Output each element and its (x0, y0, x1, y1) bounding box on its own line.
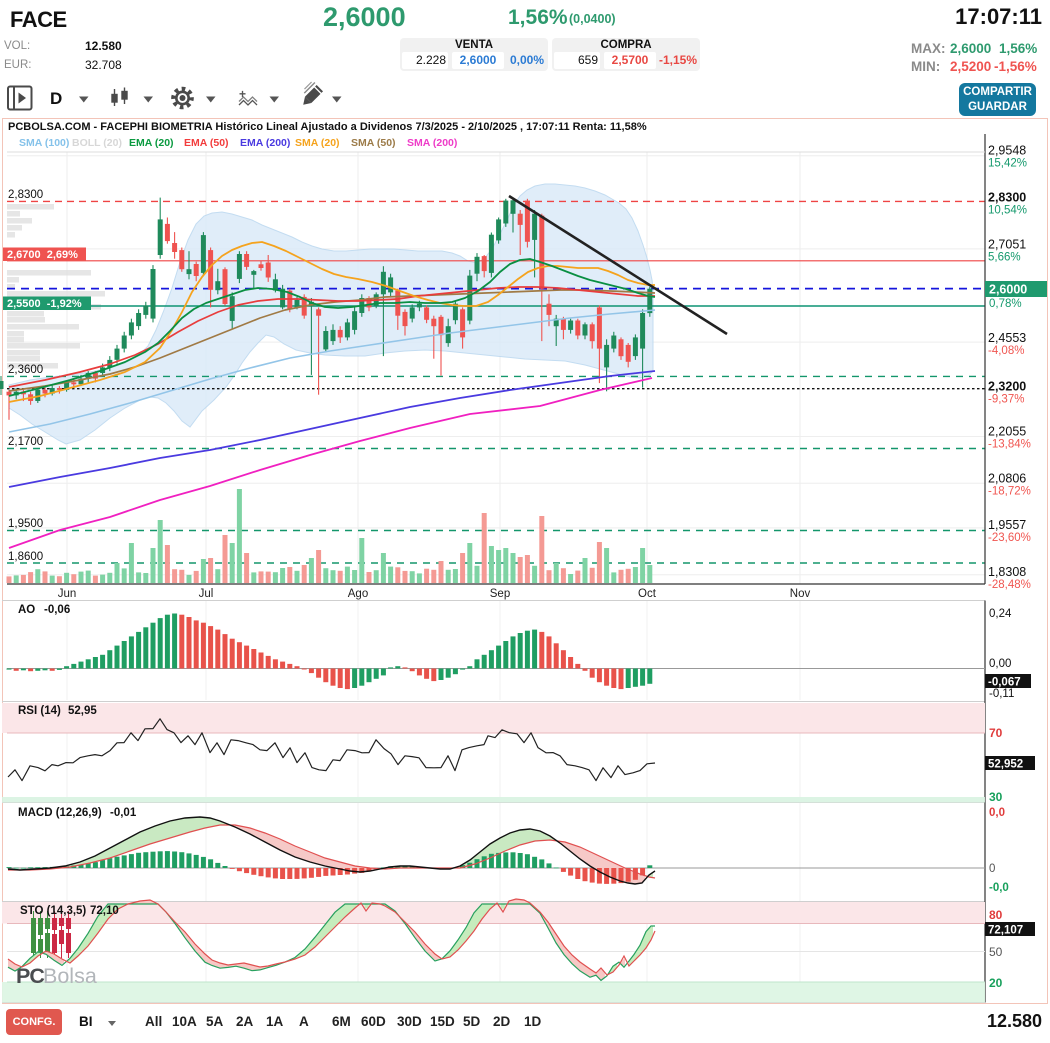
svg-text:2,7051: 2,7051 (988, 237, 1026, 251)
svg-text:2,4553: 2,4553 (988, 331, 1026, 345)
svg-text:Oct: Oct (638, 588, 657, 600)
svg-text:1,8600: 1,8600 (8, 551, 43, 563)
svg-text:2,6700 2,69%: 2,6700 2,69% (7, 249, 78, 261)
svg-text:80: 80 (989, 908, 1003, 922)
svg-text:5,66%: 5,66% (988, 251, 1021, 263)
svg-text:50: 50 (989, 945, 1003, 959)
svg-text:0,78%: 0,78% (989, 298, 1022, 310)
svg-text:+: + (239, 87, 246, 101)
svg-text:70: 70 (989, 726, 1003, 740)
svg-text:Jul: Jul (199, 588, 214, 600)
svg-text:72,10: 72,10 (90, 905, 119, 917)
svg-text:Sep: Sep (490, 588, 510, 600)
svg-text:Jun: Jun (58, 588, 77, 600)
svg-text:RSI (14): RSI (14) (18, 705, 61, 717)
svg-text:-18,72%: -18,72% (988, 485, 1031, 497)
svg-text:AO: AO (18, 604, 35, 616)
svg-text:20: 20 (989, 976, 1003, 990)
svg-text:0: 0 (989, 863, 995, 875)
svg-text:Bolsa: Bolsa (43, 964, 97, 988)
svg-text:2,6000: 2,6000 (989, 283, 1027, 297)
svg-text:-9,37%: -9,37% (988, 394, 1024, 406)
svg-text:15,42%: 15,42% (988, 158, 1027, 170)
svg-text:2,1700: 2,1700 (8, 436, 43, 448)
svg-text:-23,60%: -23,60% (988, 532, 1031, 544)
svg-text:0,00: 0,00 (989, 658, 1011, 670)
svg-text:0,0: 0,0 (989, 807, 1005, 819)
svg-text:2,3600: 2,3600 (8, 364, 43, 376)
svg-text:2,9548: 2,9548 (988, 144, 1026, 158)
svg-text:2,5500 -1,92%: 2,5500 -1,92% (7, 298, 82, 310)
svg-text:1,9557: 1,9557 (988, 518, 1026, 532)
svg-text:2,2055: 2,2055 (988, 425, 1026, 439)
svg-text:-0,067: -0,067 (988, 677, 1021, 689)
svg-text:-4,08%: -4,08% (988, 345, 1024, 357)
svg-text:D: D (50, 89, 62, 108)
svg-text:-0,0: -0,0 (989, 882, 1009, 894)
svg-text:52,952: 52,952 (988, 759, 1023, 771)
svg-text:2,8300: 2,8300 (8, 189, 43, 201)
svg-text:2,0806: 2,0806 (988, 471, 1026, 485)
svg-text:MACD (12,26,9): MACD (12,26,9) (18, 807, 102, 819)
svg-text:Nov: Nov (790, 588, 811, 600)
svg-text:2,3200: 2,3200 (988, 380, 1026, 394)
svg-text:52,95: 52,95 (68, 705, 97, 717)
svg-text:-0,06: -0,06 (44, 604, 70, 616)
svg-text:2,8300: 2,8300 (988, 190, 1026, 204)
svg-text:1,9500: 1,9500 (8, 518, 43, 530)
svg-text:-28,48%: -28,48% (988, 579, 1031, 591)
svg-text:0,24: 0,24 (989, 608, 1012, 620)
svg-text:STO (14,3,5): STO (14,3,5) (20, 905, 86, 917)
svg-text:-0,01: -0,01 (110, 807, 137, 819)
svg-text:-0,11: -0,11 (989, 688, 1014, 700)
svg-text:1,8308: 1,8308 (988, 565, 1026, 579)
svg-text:-13,84%: -13,84% (988, 439, 1031, 451)
svg-text:Ago: Ago (348, 588, 368, 600)
svg-text:72,107: 72,107 (988, 925, 1023, 937)
svg-text:30: 30 (989, 790, 1003, 804)
svg-text:10,54%: 10,54% (988, 204, 1027, 216)
